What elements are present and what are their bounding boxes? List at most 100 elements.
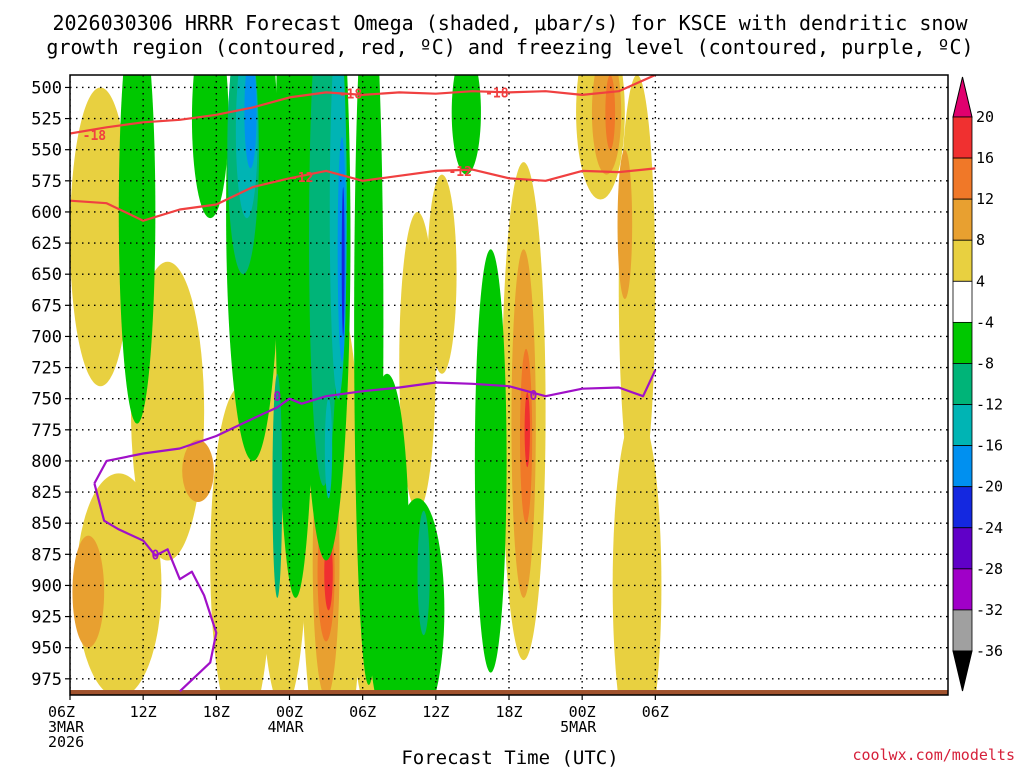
y-tick-label-625: 625 <box>31 234 62 254</box>
colorbar-label-7: -12 <box>976 396 1003 414</box>
colorbar-label-2: 12 <box>976 190 994 208</box>
omega-region-cm8_m4-9 <box>451 75 481 175</box>
colorbar-segment-cm16_m12 <box>952 404 973 447</box>
colorbar-label-0: 20 <box>976 108 994 126</box>
y-tick-label-925: 925 <box>31 608 62 628</box>
y-tick-label-575: 575 <box>31 172 62 192</box>
terrain-band <box>70 690 948 695</box>
y-tick-label-825: 825 <box>31 483 62 503</box>
colorbar-label-4: 4 <box>976 272 985 290</box>
x-tick-label-4-0: 06Z <box>349 703 376 721</box>
x-tick-label-0-1: 3MAR <box>48 718 85 736</box>
chart-title-line2: growth region (contoured, red, ºC) and f… <box>46 35 973 59</box>
credit-text: coolwx.com/modelts <box>852 746 1015 764</box>
colorbar-segment-cm20_m16 <box>952 445 973 488</box>
omega-region-cm12_m8-3 <box>417 510 430 636</box>
colorbar-over-arrow <box>952 76 973 118</box>
colorbar-segment-neutral <box>952 280 973 323</box>
contour-label-1-1: -12 <box>448 165 471 180</box>
omega-region-c4_8-12 <box>612 411 662 695</box>
y-tick-label-500: 500 <box>31 78 62 98</box>
omega-region-cm16_m12-2 <box>324 398 333 499</box>
colorbar-segment-cm36_m32 <box>952 609 973 652</box>
x-tick-label-1-0: 12Z <box>130 703 157 721</box>
y-tick-label-550: 550 <box>31 141 62 161</box>
colorbar-segment-c12_16 <box>952 157 973 200</box>
omega-region-c8_12-1 <box>182 439 214 503</box>
y-tick-label-775: 775 <box>31 421 62 441</box>
x-tick-label-8-0: 06Z <box>642 703 669 721</box>
colorbar-segment-cm32_m28 <box>952 568 973 611</box>
y-tick-label-950: 950 <box>31 639 62 659</box>
colorbar-segment-c4_8 <box>952 239 973 282</box>
x-axis-label: Forecast Time (UTC) <box>401 747 618 768</box>
colorbar-segment-cm28_m24 <box>952 527 973 570</box>
colorbar-label-8: -16 <box>976 437 1003 455</box>
colorbar-label-3: 8 <box>976 231 985 249</box>
y-tick-label-725: 725 <box>31 359 62 379</box>
omega-region-cm20_m16-0 <box>244 75 257 169</box>
colorbar-under-arrow <box>952 650 973 692</box>
colorbar-label-9: -20 <box>976 478 1003 496</box>
contour-label-2-0: 0 <box>273 390 281 405</box>
y-tick-label-900: 900 <box>31 576 62 596</box>
y-tick-label-600: 600 <box>31 203 62 223</box>
x-tick-label-3-0: 00Z <box>276 703 303 721</box>
omega-region-c8_12-8 <box>617 149 633 300</box>
colorbar-segment-c16_20 <box>952 116 973 159</box>
chart-title-line1: 2026030306 HRRR Forecast Omega (shaded, … <box>52 11 968 35</box>
omega-region-cm8_m4-1 <box>191 75 229 219</box>
colorbar: 20 16 12 8 4 -4 -8 -12 -16 -20 -24 -28 -32 -36 <box>952 76 1003 692</box>
omega-region-cm8_m4-0 <box>118 75 156 424</box>
colorbar-segment-cm12_m8 <box>952 363 973 405</box>
y-tick-label-975: 975 <box>31 670 62 690</box>
omega-region-c4_8-7 <box>399 211 436 511</box>
colorbar-label-1: 16 <box>976 149 994 167</box>
y-tick-label-700: 700 <box>31 327 62 347</box>
y-axis-ticks: 500 525 550 575 600 625 650 675 700 725 750 775 800 8… <box>31 78 70 690</box>
contour-line-1 <box>70 167 656 222</box>
colorbar-label-6: -8 <box>976 354 994 372</box>
y-tick-label-875: 875 <box>31 545 62 565</box>
contour-line-3 <box>93 483 218 693</box>
y-tick-label-525: 525 <box>31 110 62 130</box>
terrain-fill <box>70 690 948 695</box>
omega-region-cm24_m20-0 <box>341 187 345 337</box>
colorbar-label-12: -32 <box>976 601 1003 619</box>
omega-region-c4_8-2 <box>76 473 162 695</box>
contour-label-1-0: -12 <box>290 171 313 186</box>
x-tick-label-7-1: 5MAR <box>560 718 597 736</box>
colorbar-segment-c8_12 <box>952 198 973 241</box>
contour-line-2 <box>93 369 657 484</box>
x-tick-label-2-0: 18Z <box>203 703 230 721</box>
y-tick-label-800: 800 <box>31 452 62 472</box>
omega-region-c12_16-3 <box>605 75 616 150</box>
x-tick-label-0-2: 2026 <box>48 733 84 751</box>
x-tick-label-7-0: 00Z <box>569 703 596 721</box>
x-tick-label-6-0: 18Z <box>495 703 522 721</box>
y-tick-label-750: 750 <box>31 390 62 410</box>
omega-region-c4_8-3 <box>210 386 272 695</box>
contour-label-0-1: -18 <box>339 88 363 103</box>
contour-label-0-2: -18 <box>485 86 509 101</box>
grid-lines <box>70 75 948 695</box>
colorbar-label-5: -4 <box>976 313 994 331</box>
colorbar-segment-cm24_m20 <box>952 486 973 529</box>
colorbar-label-10: -24 <box>976 519 1003 537</box>
colorbar-label-11: -28 <box>976 560 1003 578</box>
x-tick-label-3-1: 4MAR <box>268 718 305 736</box>
y-tick-label-650: 650 <box>31 265 62 285</box>
contour-label-0-0: -18 <box>83 129 107 144</box>
y-tick-label-675: 675 <box>31 296 62 316</box>
colorbar-segment-cm8_m4 <box>952 321 973 364</box>
colorbar-label-13: -36 <box>976 642 1003 660</box>
omega-region-cm8_m4-7 <box>390 498 445 695</box>
contour-line-0 <box>70 75 656 135</box>
omega-region-c4_8-0 <box>70 87 131 387</box>
omega-region-c4_8-8 <box>427 174 457 374</box>
omega-region-c8_12-0 <box>72 535 105 648</box>
x-tick-label-0-0: 06Z <box>48 703 75 721</box>
